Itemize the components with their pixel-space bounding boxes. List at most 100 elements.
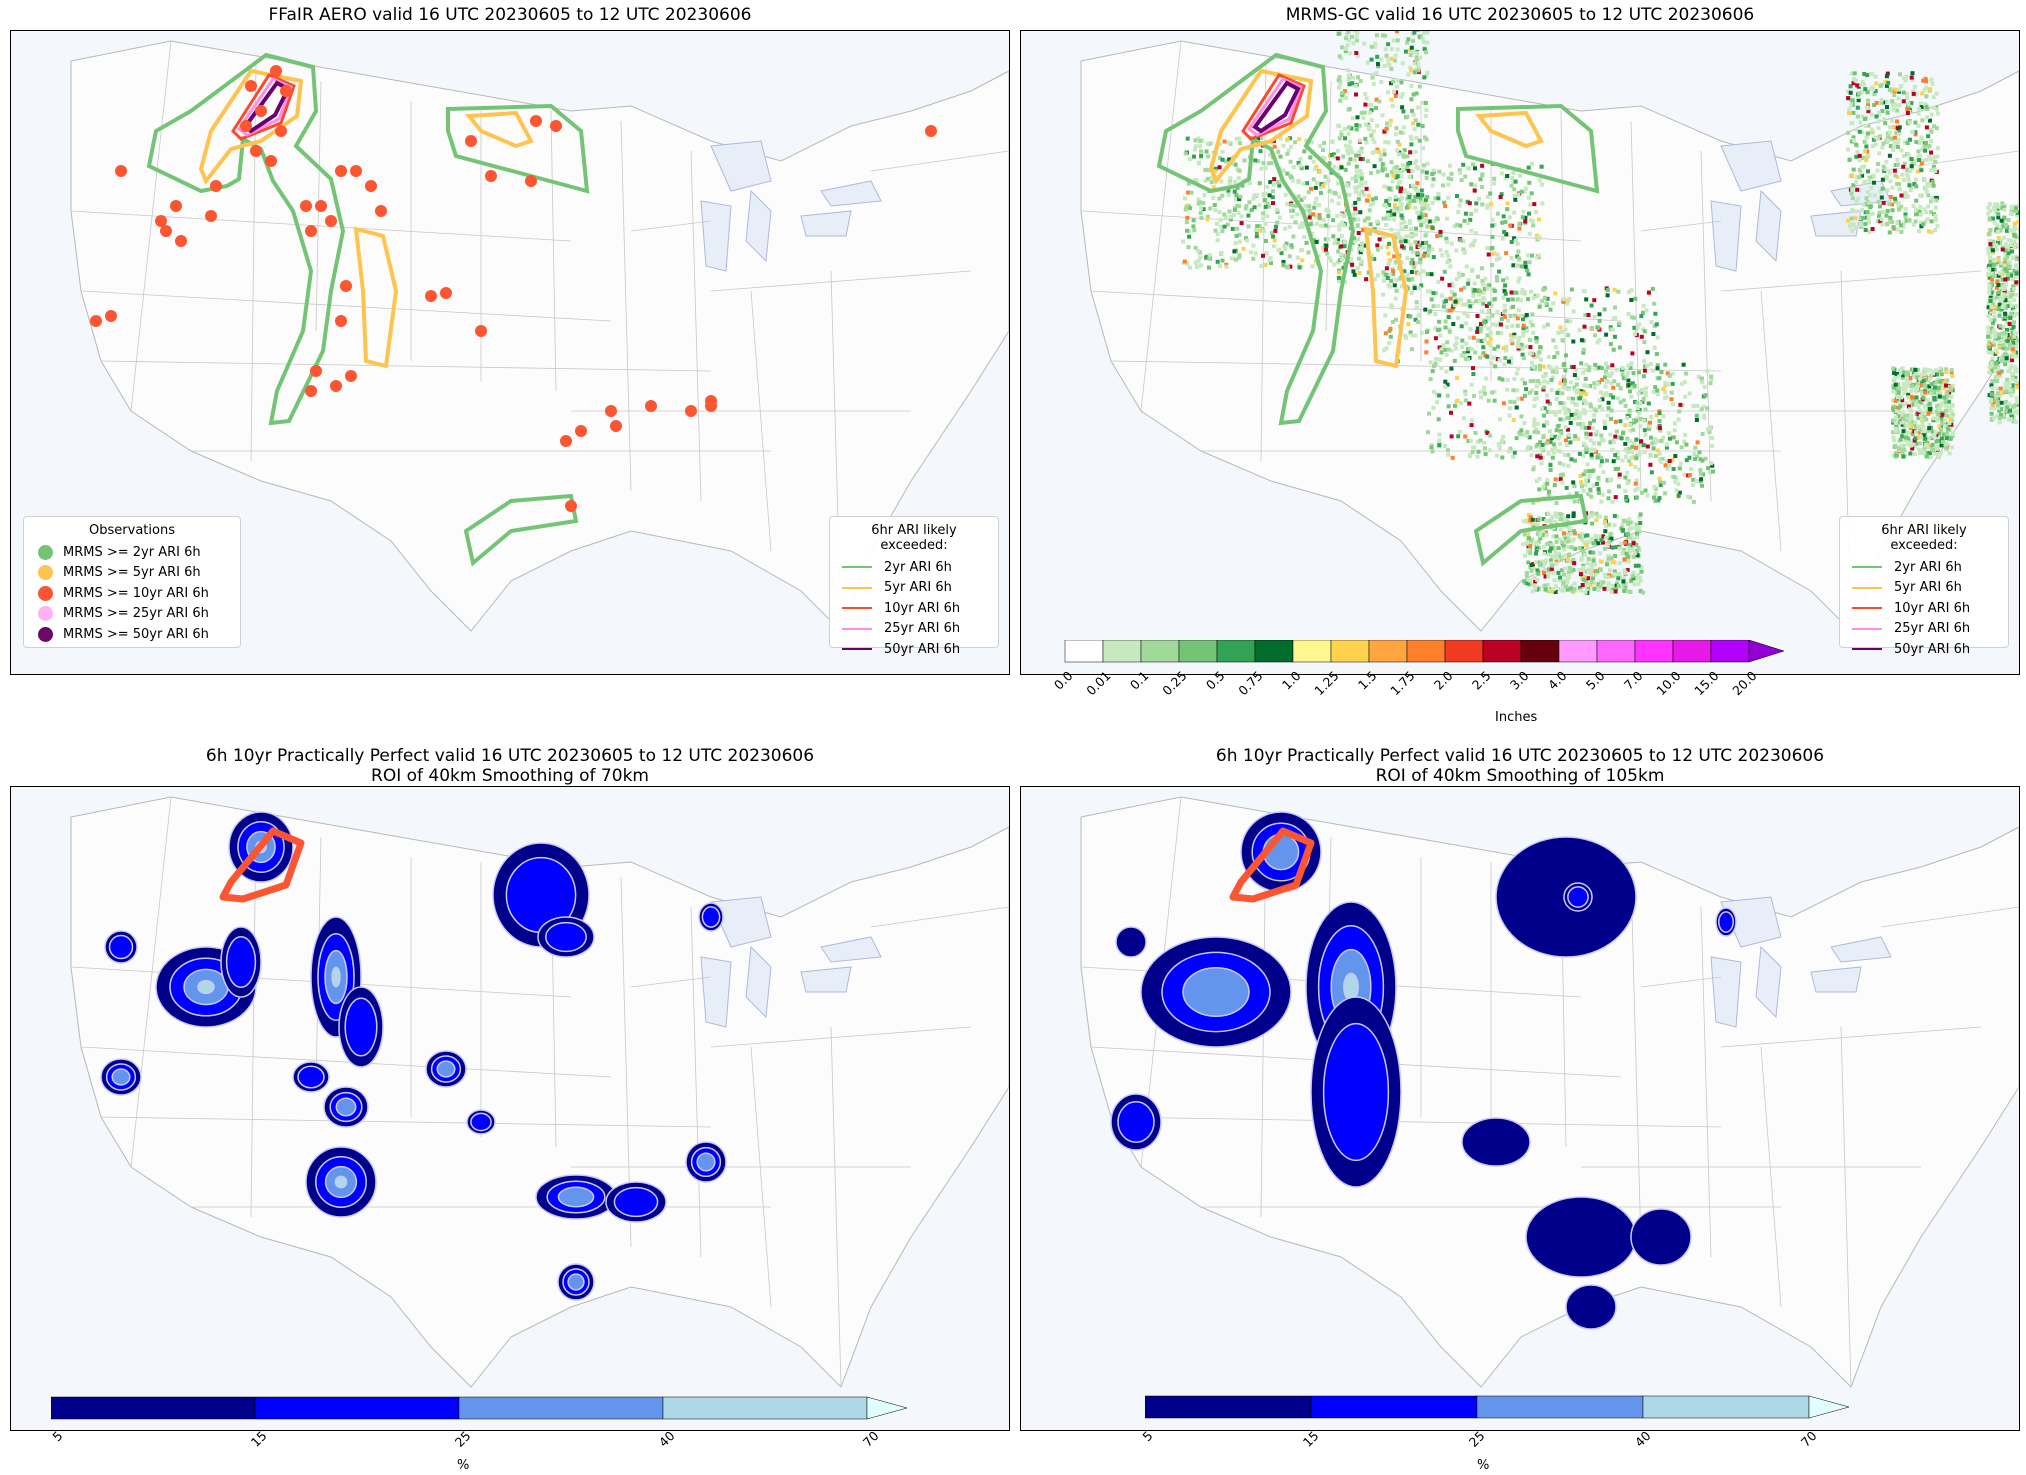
panel4-title: 6h 10yr Practically Perfect valid 16 UTC… [1020,746,2020,786]
precip-field [1181,31,2019,595]
legend-line-icon [1852,648,1882,651]
ari5-contour-north [1475,110,1544,149]
pp-colorbar-label-left: % [457,1458,470,1473]
ari25-contour [1246,77,1303,137]
ari50-contour [1252,80,1301,134]
precip-colorbar [1064,640,1785,663]
ari-legend-item: 10yr ARI 6h [1848,598,2000,619]
colorbar-tick-label: 15 [1299,1428,1322,1450]
legend-marker-icon [38,606,53,622]
ari-legend-item: 5yr ARI 6h [1848,578,2000,599]
ari5-contour [1208,68,1314,185]
ari10-contour [1241,73,1306,141]
colorbar-tick-label: 25 [1465,1428,1488,1450]
observations-legend-item: MRMS >= 2yr ARI 6h [32,542,232,563]
ari5-contour-north [465,110,534,149]
legend-line-icon [842,607,872,610]
ari-legend-item: 25yr ARI 6h [1848,619,2000,640]
panel4-map-graphics [1080,796,2019,1388]
outlook-10yr-contour [219,827,305,903]
legend-item-label: 2yr ARI 6h [1894,559,1962,575]
ari2-contour [146,52,346,426]
legend-marker-icon [38,544,53,560]
outlook-10yr-contour [1229,827,1315,903]
colorbar-tick-label: 15 [247,1428,270,1450]
legend-line-icon [842,566,872,569]
observations-legend-item: MRMS >= 5yr ARI 6h [32,563,232,584]
basemap [70,40,1009,632]
legend-item-label: MRMS >= 25yr ARI 6h [63,606,209,622]
precip-colorbar-label: Inches [1495,710,1538,725]
observations-legend-item: MRMS >= 25yr ARI 6h [32,604,232,625]
ari-legend-item: 25yr ARI 6h [838,619,990,640]
legend-item-label: MRMS >= 2yr ARI 6h [63,544,201,560]
legend-item-label: MRMS >= 5yr ARI 6h [63,565,201,581]
basemap [70,796,1009,1388]
ari2-contour-gulf [463,493,579,567]
observations-legend: Observations MRMS >= 2yr ARI 6h MRMS >= 5… [23,516,241,648]
legend-item-label: 25yr ARI 6h [884,621,961,637]
ari-legend: 6hr ARI likely exceeded: 2yr ARI 6h 5yr A… [829,516,999,657]
legend-item-label: MRMS >= 50yr ARI 6h [63,626,209,642]
panel2-map-graphics [1080,31,2019,632]
panel1-title: FFaIR AERO valid 16 UTC 20230605 to 12 U… [268,5,752,25]
ari-legend-item: 2yr ARI 6h [838,557,990,578]
pp-field-105km [1110,811,1737,1330]
legend-item-label: 10yr ARI 6h [884,600,961,616]
colorbar-tick-label: 40 [1631,1428,1654,1450]
legend-item-label: 25yr ARI 6h [1894,621,1971,637]
ari2-contour-north [446,103,590,194]
legend-item-label: 5yr ARI 6h [1894,580,1962,596]
legend-item-label: MRMS >= 10yr ARI 6h [63,585,209,601]
panel1-map[interactable]: Observations MRMS >= 2yr ARI 6h MRMS >= 5… [10,30,1010,675]
pp-colorbar-label-right: % [1477,1458,1490,1473]
colorbar-tick-label: 5 [1139,1428,1156,1445]
legend-line-icon [1852,627,1882,630]
colorbar-tick-label: 5 [49,1428,66,1445]
colorbar-tick-label: 40 [655,1428,678,1450]
panel3-title: 6h 10yr Practically Perfect valid 16 UTC… [10,746,1010,786]
legend-item-label: 10yr ARI 6h [1894,600,1971,616]
observations-legend-title: Observations [89,523,175,538]
ari2-contour [1156,52,1356,426]
panel3-map[interactable] [10,786,1010,1431]
ari2-contour-gulf [1473,493,1589,567]
observation-points [90,65,937,512]
legend-item-label: 2yr ARI 6h [884,559,952,575]
panel4-map[interactable] [1020,786,2020,1431]
colorbar-tick-label: 70 [1797,1428,1820,1450]
panel2-title: MRMS-GC valid 16 UTC 20230605 to 12 UTC … [1285,5,1755,25]
ari-legend-title: 6hr ARI likely exceeded: [1881,523,1967,553]
ari-legend: 6hr ARI likely exceeded: 2yr ARI 6h 5yr A… [1839,516,2009,657]
ari10-contour [231,73,296,141]
ari-legend-item: 50yr ARI 6h [1848,639,2000,660]
legend-marker-icon [38,585,53,601]
panel3-title-line2: ROI of 40km Smoothing of 70km [371,766,649,786]
legend-line-icon [1852,607,1882,610]
legend-line-icon [1852,566,1882,569]
ari-legend-item: 5yr ARI 6h [838,578,990,599]
ari5-contour-south [1363,226,1409,369]
ari-legend-item: 50yr ARI 6h [838,639,990,660]
legend-line-icon [842,627,872,630]
panel4-title-line2: ROI of 40km Smoothing of 105km [1375,766,1665,786]
ari-legend-item: 10yr ARI 6h [838,598,990,619]
ari-legend-title: 6hr ARI likely exceeded: [871,523,957,553]
legend-line-icon [842,586,872,589]
panel2-map[interactable]: 6hr ARI likely exceeded: 2yr ARI 6h 5yr A… [1020,30,2020,675]
observations-legend-item: MRMS >= 50yr ARI 6h [32,624,232,645]
panel3-map-graphics [70,796,1009,1388]
legend-item-label: 5yr ARI 6h [884,580,952,596]
panel3-title-line1: 6h 10yr Practically Perfect valid 16 UTC… [205,746,815,766]
ari5-contour-south [353,226,399,369]
ari2-contour-north [1456,103,1600,194]
pp-colorbar [1145,1395,1850,1419]
pp-colorbar [51,1396,908,1420]
colorbar-tick-label: 25 [451,1428,474,1450]
panel1-map-graphics [70,40,1009,632]
observations-legend-item: MRMS >= 10yr ARI 6h [32,583,232,604]
legend-marker-icon [38,626,53,642]
legend-marker-icon [38,565,53,581]
legend-item-label: 50yr ARI 6h [1894,641,1971,657]
colorbar-tick-label: 70 [859,1428,882,1450]
